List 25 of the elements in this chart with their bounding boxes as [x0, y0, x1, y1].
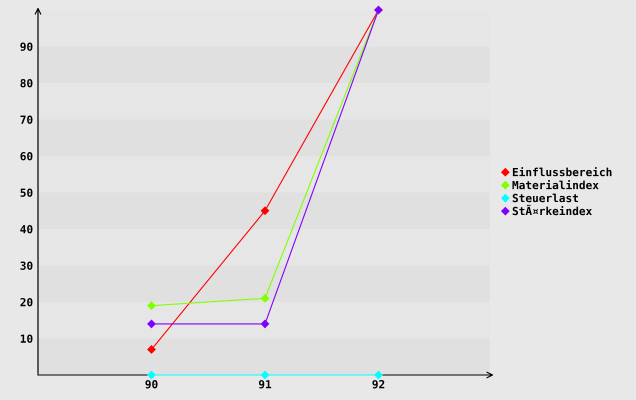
- y-tick-label: 60: [20, 152, 32, 160]
- x-tick-label: 91: [258, 380, 272, 389]
- point: [260, 370, 270, 380]
- point: [374, 370, 383, 380]
- point: [260, 206, 270, 215]
- point: [147, 345, 156, 354]
- point: [260, 294, 270, 302]
- point: [147, 302, 156, 310]
- legend-label: Steuerlast: [512, 194, 578, 202]
- y-tick-label: 20: [20, 298, 32, 306]
- y-tick-label: 90: [20, 42, 32, 51]
- legend-label: Materialindex: [512, 180, 599, 190]
- point: [147, 370, 156, 380]
- x-tick-label: 90: [145, 380, 158, 389]
- y-tick-label: 70: [20, 115, 32, 124]
- y-tick-label: 10: [20, 334, 32, 343]
- y-tick-label: 50: [20, 188, 32, 197]
- y-tick-label: 40: [20, 224, 32, 234]
- y-tick-label: 80: [20, 78, 32, 88]
- legend-label: Einflussbereich: [512, 167, 612, 176]
- legend-label: StÃ¤rkeindex: [512, 204, 592, 216]
- x-tick-label: 92: [372, 380, 384, 389]
- point: [147, 320, 156, 328]
- point: [260, 320, 270, 328]
- y-tick-label: 30: [20, 261, 32, 270]
